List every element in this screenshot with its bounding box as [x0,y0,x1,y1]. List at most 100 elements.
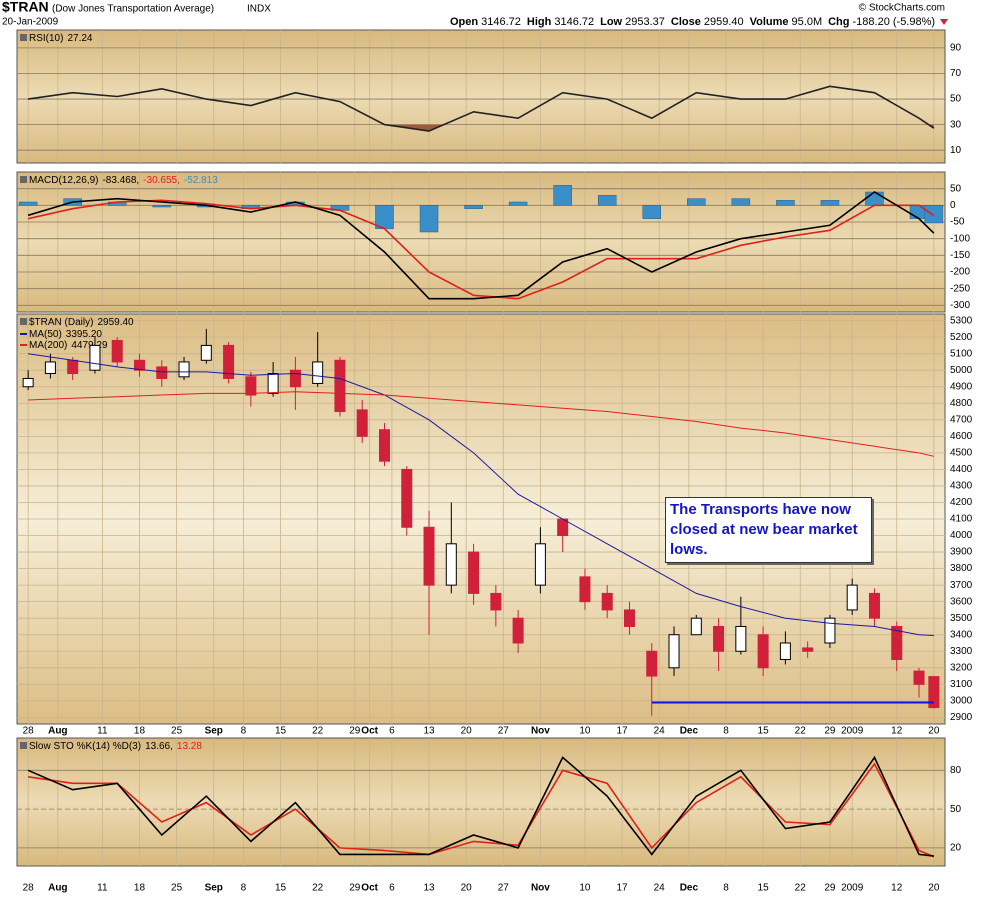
x-tick-label: 15 [758,883,770,894]
y-tick-label: 4100 [950,514,973,525]
stat-value: -188.20 (-5.98%) [853,16,936,28]
candle-body [89,344,101,371]
x-tick-label: 18 [134,726,146,737]
x-tick-label: 29 [824,726,836,737]
x-tick-label: 6 [389,726,395,737]
candle-body [579,576,591,603]
y-tick-label: 3300 [950,646,973,657]
x-tick-label: 22 [795,726,807,737]
label-part: -52.813 [184,175,218,186]
y-tick-label: 80 [950,765,962,776]
description: (Dow Jones Transportation Average) [52,4,214,15]
x-tick-label: 12 [891,726,903,737]
candle-body [891,625,903,661]
y-tick-label: 3000 [950,695,973,706]
symbol: $TRAN [2,0,49,15]
y-tick-label: 4200 [950,497,973,508]
candle-body [928,676,940,709]
candle-body [223,344,235,379]
x-tick-label: Dec [680,883,699,894]
y-tick-label: 4900 [950,381,973,392]
histogram-bar [687,198,706,206]
histogram-bar [642,205,662,219]
x-tick-label: 15 [275,726,287,737]
candle-body [312,361,324,384]
x-tick-label: 2009 [841,726,864,737]
y-tick-label: 4300 [950,481,973,492]
candle-body [468,551,480,594]
label-part: -83.468, [102,175,139,186]
legend-name: MA(200) [29,340,67,351]
y-tick-label: 2900 [950,712,973,723]
candle-body [512,617,524,644]
x-tick-label: 20 [928,883,940,894]
exchange: INDX [247,4,271,15]
x-tick-label: 11 [97,883,108,894]
stat-label: Volume [750,16,789,28]
x-tick-label: 10 [579,726,591,737]
y-tick-label: 4400 [950,464,973,475]
histogram-bar [924,205,944,224]
series-line [27,755,934,857]
y-tick-label: 4700 [950,414,973,425]
y-tick-label: -250 [950,283,970,294]
y-tick-label: 3700 [950,580,973,591]
series-line [28,353,934,636]
x-tick-label: Sep [205,883,223,894]
y-tick-label: 50 [950,94,962,105]
y-tick-label: 3200 [950,662,973,673]
candle-body [445,543,457,586]
x-tick-label: 2009 [841,883,864,894]
x-tick-label: Aug [48,883,67,894]
y-tick-label: 4600 [950,431,973,442]
candle-body [779,642,791,661]
y-tick-label: 0 [950,200,956,211]
y-tick-label: 5100 [950,348,973,359]
x-tick-label: 12 [891,883,903,894]
y-tick-label: 10 [950,145,962,156]
x-tick-label: Oct [361,883,378,894]
x-tick-label: 27 [498,883,510,894]
x-tick-label: Dec [680,726,699,737]
x-tick-label: Oct [361,726,378,737]
candle-body [690,617,702,636]
x-tick-label: 10 [579,883,591,894]
x-tick-label: 22 [312,726,324,737]
candle-body [824,617,836,644]
x-tick-label: 8 [723,883,729,894]
panel-label: MACD(12,26,9) -83.468, -30.655, -52.813 [29,175,218,186]
histogram-bar [18,201,38,206]
x-tick-label: 15 [758,726,770,737]
candle-body [868,592,880,619]
series-line [27,85,935,132]
candle-body [44,361,56,375]
annotation: The Transports have now closed at new be… [665,497,872,563]
stat-label: High [527,16,552,28]
stat-label: Open [450,16,478,28]
candle-body [67,359,79,375]
candle-body [668,634,680,669]
candle-body [378,429,390,462]
label-icon [20,176,27,183]
legend-name: MA(50) [29,329,62,340]
plot [27,755,935,858]
histogram-bar [865,191,884,206]
candle-body [846,584,858,611]
stat-label: Low [600,16,622,28]
candle-body [245,376,257,396]
x-tick-label: Sep [205,726,223,737]
x-tick-label: 22 [795,883,807,894]
y-tick-label: 5200 [950,332,973,343]
x-tick-label: 17 [616,883,628,894]
candle-body [267,373,279,394]
x-tick-label: 20 [461,726,473,737]
candle-body [601,592,613,611]
stat-value: 95.0M [792,16,823,28]
stat-label: Chg [828,16,849,28]
x-tick-label: 13 [423,726,435,737]
y-tick-label: 5300 [950,315,973,326]
y-tick-label: 50 [950,804,962,815]
y-tick-label: -200 [950,267,970,278]
